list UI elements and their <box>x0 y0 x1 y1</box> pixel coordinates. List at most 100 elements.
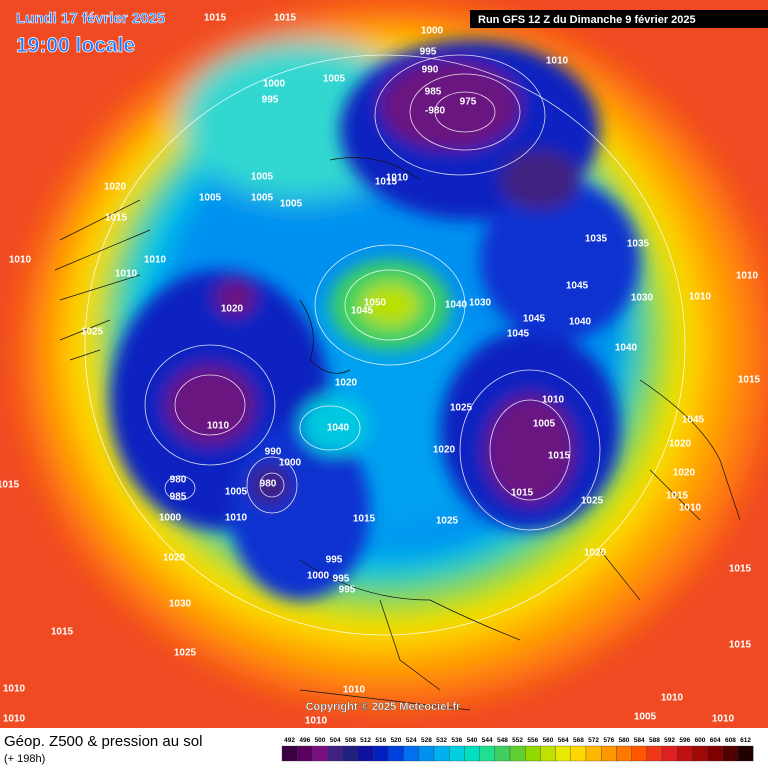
isobar-label: 1040 <box>445 300 468 311</box>
isobar-label: 1025 <box>81 327 104 338</box>
isobar-label: 1010 <box>115 269 138 280</box>
scale-swatch <box>722 745 739 762</box>
isobar-label: 1010 <box>712 714 735 725</box>
scale-label: 548 <box>497 737 508 744</box>
scale-label: 512 <box>360 737 371 744</box>
scale-swatch <box>494 745 511 762</box>
isobar-label: 995 <box>326 555 343 566</box>
isobar-label: 1030 <box>469 298 492 309</box>
run-box <box>470 10 768 28</box>
scale-label: 524 <box>406 737 417 744</box>
isobar-label: 995 <box>339 585 356 596</box>
isobar-label: 1015 <box>0 480 20 491</box>
scale-label: 588 <box>649 737 660 744</box>
isobar-label: 1025 <box>436 516 459 527</box>
scale-swatch <box>616 745 632 762</box>
scale-label: 516 <box>375 737 386 744</box>
isobar-label: 1010 <box>305 716 328 727</box>
scale-swatch <box>631 745 647 762</box>
isobar-label: 1035 <box>585 234 608 245</box>
isobar-label: 1005 <box>251 172 274 183</box>
scale-label: 592 <box>664 737 675 744</box>
isobar-label: 1025 <box>581 496 604 507</box>
isobar-label: 1015 <box>511 488 534 499</box>
isobar-label: 1000 <box>421 26 444 37</box>
isobar-label: 1015 <box>353 514 376 525</box>
scale-swatch <box>585 745 602 762</box>
scale-label: 500 <box>315 737 326 744</box>
isobar-label: 1025 <box>174 648 197 659</box>
isobar-label: 1015 <box>375 177 398 188</box>
isobar-label: 1020 <box>433 445 456 456</box>
scale-swatch <box>555 745 571 762</box>
scale-swatch <box>737 745 754 762</box>
scale-swatch <box>281 745 298 762</box>
isobar-label: 1010 <box>3 714 26 725</box>
footer-title: Géop. Z500 & pression au sol <box>4 733 202 750</box>
isobar-label: 1050 <box>364 298 387 309</box>
isobar-label: 1045 <box>351 306 374 317</box>
map-field <box>0 0 768 728</box>
isobar-label: 1030 <box>169 599 192 610</box>
scale-swatch <box>540 745 556 762</box>
isobar-label: 1010 <box>689 292 712 303</box>
scale-swatch <box>677 745 693 762</box>
scale-label: 608 <box>725 737 736 744</box>
isobar-label: 1030 <box>631 293 654 304</box>
isobar-label: 1035 <box>627 239 650 250</box>
isobar-label: 980 <box>170 475 187 486</box>
isobar-label: 1010 <box>661 693 684 704</box>
isobar-label: 1015 <box>666 491 689 502</box>
isobar-label: 1015 <box>204 13 227 24</box>
isobar-label: 1015 <box>51 627 74 638</box>
isobar-label: 1005 <box>251 193 274 204</box>
isobar-label: 1000 <box>159 513 182 524</box>
isobar-label: 1000 <box>279 458 302 469</box>
isobar-label: 995 <box>333 574 350 585</box>
scale-label: 536 <box>451 737 462 744</box>
scale-label: 564 <box>558 737 569 744</box>
isobar-label: 1040 <box>327 423 350 434</box>
isobar-label: 1010 <box>3 684 26 695</box>
scale-label: 520 <box>391 737 402 744</box>
isobar-label: 985 <box>425 87 442 98</box>
scale-label: 576 <box>603 737 614 744</box>
scale-label: 600 <box>695 737 706 744</box>
isobar-label: 1010 <box>144 255 167 266</box>
isobar-label: 990 <box>265 447 282 458</box>
scale-swatch <box>646 745 663 762</box>
isobar-label: 1020 <box>584 548 607 559</box>
isobar-label: 980 <box>260 479 277 490</box>
scale-swatch <box>342 745 359 762</box>
isobar-label: 1005 <box>280 199 303 210</box>
isobar-label: 1040 <box>615 343 638 354</box>
isobar-label: 1040 <box>569 317 592 328</box>
isobar-label: 985 <box>170 492 187 503</box>
scale-swatch <box>388 745 404 762</box>
scale-label: 532 <box>436 737 447 744</box>
isobar-label: 1010 <box>343 685 366 696</box>
scale-label: 560 <box>543 737 554 744</box>
isobar-label: 1020 <box>335 378 358 389</box>
scale-swatch <box>707 745 723 762</box>
forecast-date: Lundi 17 février 2025 <box>16 10 165 27</box>
isobar-label: 995 <box>262 95 279 106</box>
footer-lead: (+ 198h) <box>4 753 45 765</box>
scale-swatch <box>692 745 708 762</box>
isobar-label: 1015 <box>105 213 128 224</box>
isobar-label: 1010 <box>386 173 409 184</box>
isobar-label: 1005 <box>634 712 657 723</box>
isobar-label: 1010 <box>736 271 759 282</box>
scale-label: 504 <box>330 737 341 744</box>
scale-swatch <box>601 745 617 762</box>
scale-label: 540 <box>467 737 478 744</box>
isobar-label: 1045 <box>523 314 546 325</box>
isobar-label: 1010 <box>546 56 569 67</box>
scale-label: 544 <box>482 737 493 744</box>
isobar-label: 1045 <box>682 415 705 426</box>
scale-label: 580 <box>619 737 630 744</box>
isobar-label: 1020 <box>669 439 692 450</box>
forecast-time: 19:00 locale <box>16 34 135 57</box>
scale-swatch <box>403 745 419 762</box>
